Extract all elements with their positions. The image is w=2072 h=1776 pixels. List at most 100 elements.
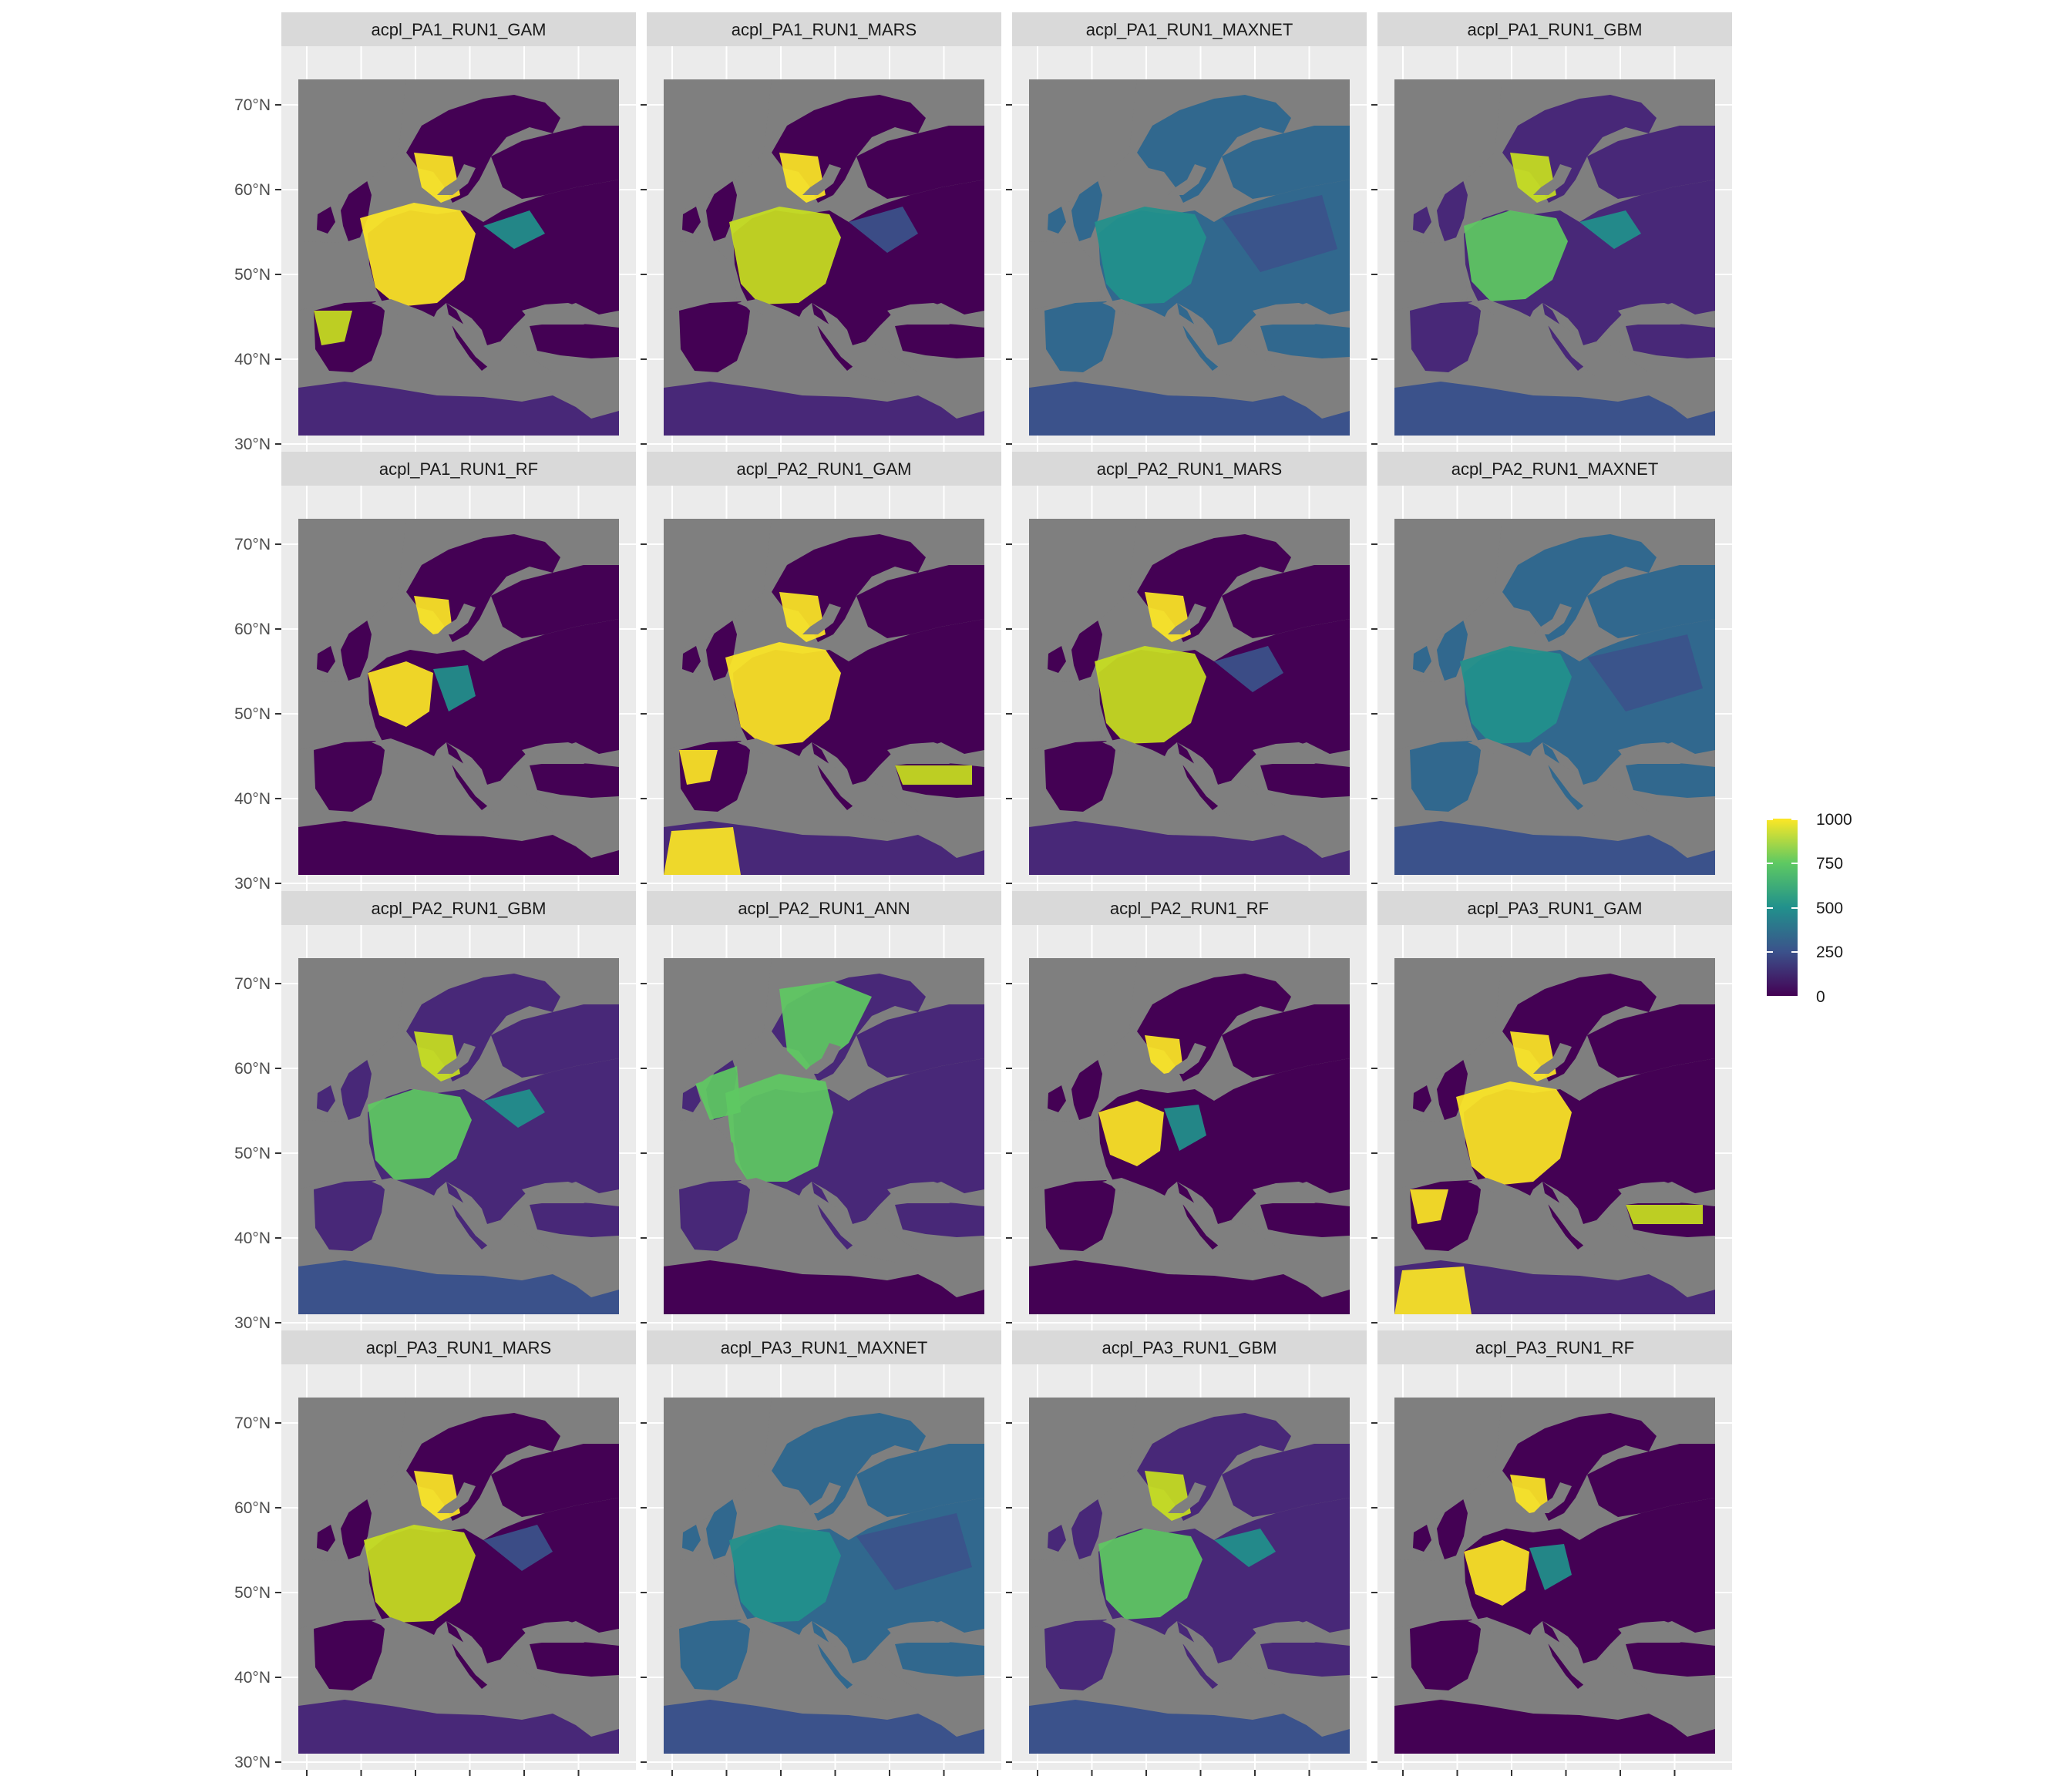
suitability-patch bbox=[856, 1513, 972, 1590]
sea bbox=[1102, 299, 1283, 384]
suitability-patch bbox=[664, 827, 741, 875]
suitability-patch bbox=[1410, 1189, 1448, 1224]
facet-panel: acpl_PA1_RUN1_RF 70°N 60°N 50°N 40°N 30°N bbox=[234, 452, 636, 897]
y-tick-label: 70°N bbox=[234, 975, 271, 993]
suitability-map bbox=[664, 1398, 984, 1754]
sea bbox=[1253, 303, 1330, 325]
suitability-patch bbox=[849, 207, 918, 253]
atlantic bbox=[1029, 1398, 1137, 1529]
y-tick-label: 40°N bbox=[234, 351, 271, 368]
facet-title: acpl_PA2_RUN1_MARS bbox=[1097, 459, 1282, 479]
suitability-patch bbox=[679, 750, 718, 785]
axes: 70°N 60°N 50°N 40°N 30°N bbox=[234, 96, 580, 458]
sea bbox=[737, 1178, 918, 1263]
atlantic bbox=[664, 1398, 772, 1529]
land-ireland bbox=[1048, 1525, 1066, 1552]
sea bbox=[1102, 738, 1283, 823]
atlantic bbox=[298, 519, 406, 650]
land-turkey bbox=[1260, 762, 1350, 798]
suitability-patch bbox=[314, 311, 352, 345]
suitability-patch bbox=[1098, 1529, 1202, 1620]
facet-panel: acpl_PA3_RUN1_GAM bbox=[1371, 891, 1732, 1337]
facet-title: acpl_PA3_RUN1_RF bbox=[1475, 1338, 1634, 1357]
suitability-patch bbox=[1164, 1105, 1206, 1151]
y-tick-label: 50°N bbox=[234, 1145, 271, 1162]
suitability-map bbox=[298, 519, 619, 875]
suitability-patch bbox=[725, 1074, 833, 1182]
sea bbox=[437, 604, 476, 634]
land-britain bbox=[341, 617, 372, 681]
land-africa bbox=[298, 1700, 619, 1754]
land-iberia bbox=[1044, 1180, 1115, 1251]
facet-strip bbox=[281, 891, 636, 925]
sea bbox=[887, 742, 964, 764]
land-britain bbox=[706, 178, 737, 241]
land-iberia bbox=[1410, 301, 1481, 372]
facet-panel: acpl_PA1_RUN1_MARS bbox=[641, 12, 1001, 458]
land-ireland bbox=[682, 1085, 701, 1112]
sea bbox=[1618, 742, 1695, 764]
suitability-map bbox=[1029, 79, 1350, 436]
sea bbox=[1533, 164, 1572, 195]
suitability-patch bbox=[1098, 1101, 1164, 1166]
biscay bbox=[1029, 681, 1102, 750]
facet-strip bbox=[1012, 452, 1367, 486]
land-scandinavia bbox=[1502, 534, 1657, 642]
land-iberia bbox=[1410, 741, 1481, 812]
legend-label-500: 500 bbox=[1816, 900, 1843, 917]
land-layer bbox=[1029, 1398, 1350, 1754]
suitability-patch bbox=[1626, 1205, 1703, 1224]
facet-title: acpl_PA2_RUN1_GAM bbox=[736, 459, 911, 479]
biscay bbox=[298, 1120, 372, 1189]
axes: 70°N 60°N 50°N 40°N 30°N bbox=[234, 975, 580, 1337]
land-ireland bbox=[682, 1525, 701, 1552]
sea bbox=[1468, 738, 1649, 823]
land-layer bbox=[298, 1398, 619, 1754]
sea bbox=[1253, 1621, 1330, 1643]
y-tick-label: 40°N bbox=[234, 1229, 271, 1247]
land-finland_e bbox=[1587, 565, 1715, 638]
land-finland_e bbox=[1587, 126, 1715, 199]
land-iberia bbox=[1410, 1620, 1481, 1690]
biscay bbox=[664, 241, 737, 311]
land-iberia bbox=[679, 1620, 750, 1690]
suitability-patch bbox=[1464, 210, 1568, 301]
land-africa bbox=[298, 382, 619, 436]
biscay bbox=[298, 241, 372, 311]
facet-strip bbox=[281, 452, 636, 486]
biscay bbox=[1029, 1559, 1102, 1629]
suitability-patch bbox=[433, 665, 476, 711]
land-africa bbox=[1394, 382, 1715, 436]
sea bbox=[887, 1621, 964, 1643]
biscay bbox=[664, 681, 737, 750]
land-turkey bbox=[530, 762, 619, 798]
suitability-patch bbox=[1460, 646, 1572, 744]
land-turkey bbox=[1260, 1201, 1350, 1237]
atlantic bbox=[664, 958, 772, 1089]
facet-panels: acpl_PA1_RUN1_GAM70°N60°N50°N40°N30°Nacp… bbox=[234, 12, 1732, 1776]
sea bbox=[437, 1482, 476, 1513]
sea bbox=[1468, 1178, 1649, 1263]
land-finland_e bbox=[491, 126, 619, 199]
land-britain bbox=[1071, 178, 1102, 241]
facet-title: acpl_PA3_RUN1_GBM bbox=[1102, 1338, 1276, 1357]
land-britain bbox=[1071, 617, 1102, 681]
sea bbox=[1468, 299, 1649, 384]
land-finland_e bbox=[491, 565, 619, 638]
biscay bbox=[298, 1559, 372, 1629]
land-layer bbox=[298, 958, 619, 1314]
facet-strip bbox=[1377, 1330, 1732, 1364]
land-ireland bbox=[1048, 1085, 1066, 1112]
facet-strip bbox=[647, 452, 1001, 486]
facet-panel: acpl_PA2_RUN1_ANN bbox=[641, 891, 1001, 1337]
atlantic bbox=[298, 1398, 406, 1529]
biscay bbox=[1394, 241, 1468, 311]
land-layer bbox=[1394, 1398, 1715, 1754]
sea bbox=[522, 742, 599, 764]
land-africa bbox=[1029, 1700, 1350, 1754]
y-tick-label: 30°N bbox=[234, 1754, 271, 1771]
biscay bbox=[1029, 1120, 1102, 1189]
facet-title: acpl_PA3_RUN1_MAXNET bbox=[721, 1338, 928, 1357]
suitability-patch bbox=[1214, 646, 1283, 692]
